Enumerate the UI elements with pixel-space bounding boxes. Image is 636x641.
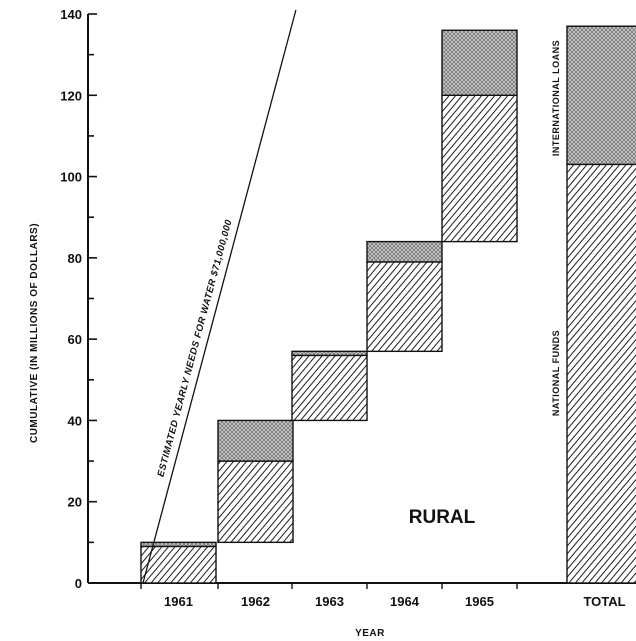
bar-international-loans (140, 541, 217, 548)
bar-national-funds (140, 545, 217, 584)
bar-international-loans (566, 25, 636, 166)
y-tick-label: 40 (68, 413, 82, 428)
x-tick-label: 1964 (390, 594, 420, 609)
bar-national-funds (566, 163, 636, 584)
bar-international-loans (217, 419, 294, 462)
y-tick-label: 120 (60, 88, 82, 103)
bar-international-loans (366, 240, 443, 263)
y-tick-label: 140 (60, 7, 82, 22)
legend-national-funds: NATIONAL FUNDS (551, 330, 561, 416)
bars (140, 25, 636, 584)
trend (142, 9, 297, 584)
legend-international-loans: INTERNATIONAL LOANS (551, 40, 561, 156)
x-tick-label: TOTAL (583, 594, 625, 609)
y-tick-label: 80 (68, 251, 82, 266)
y-axis: 0 20 40 60 80 100 120 140 (60, 7, 97, 591)
bar-international-loans (291, 350, 368, 357)
bar-national-funds (441, 94, 518, 243)
y-tick-label: 20 (68, 495, 82, 510)
x-axis: 1961 1962 1963 1964 1965 TOTAL (88, 582, 636, 609)
y-tick-label: 100 (60, 170, 82, 185)
bar-international-loans (441, 29, 518, 96)
x-axis-title: YEAR (355, 628, 385, 639)
x-tick-label: 1961 (164, 594, 193, 609)
x-tick-label: 1965 (465, 594, 494, 609)
y-tick-label: 0 (75, 576, 82, 591)
bar-national-funds (366, 261, 443, 353)
x-tick-label: 1963 (315, 594, 344, 609)
y-tick-label: 60 (68, 332, 82, 347)
y-axis-title: CUMULATIVE (IN MILLIONS OF DOLLARS) (29, 223, 40, 443)
x-tick-label: 1962 (241, 594, 270, 609)
bar-national-funds (217, 460, 294, 544)
bar-national-funds (291, 354, 368, 422)
trend-line (142, 9, 297, 584)
region-label: RURAL (409, 507, 476, 528)
